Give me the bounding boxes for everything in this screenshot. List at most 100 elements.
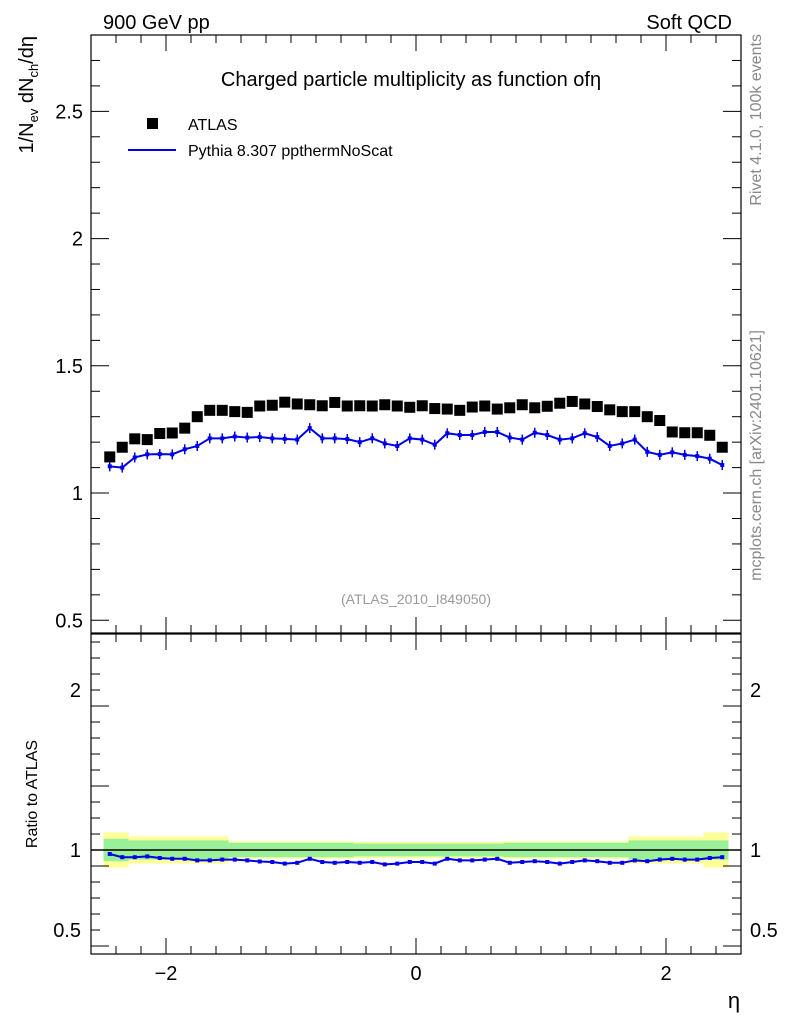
- ratio-point: [382, 862, 387, 867]
- mc-point: [395, 443, 400, 448]
- atlas-point: [391, 400, 403, 412]
- ratio-point: [595, 859, 600, 864]
- ratio-point: [157, 856, 162, 860]
- atlas-point: [404, 401, 416, 413]
- mc-point: [132, 455, 137, 460]
- mc-point: [445, 431, 450, 436]
- ratio-point: [645, 859, 650, 864]
- mc-point: [157, 452, 162, 457]
- mc-point: [507, 435, 512, 440]
- ratio-point: [507, 860, 512, 865]
- ratio-point: [245, 858, 250, 863]
- ratio-y-tick-label-left: 0.5: [53, 920, 81, 942]
- legend-atlas-label: ATLAS: [188, 117, 238, 134]
- main-title: Charged particle multiplicity as functio…: [221, 69, 601, 91]
- atlas-point: [254, 400, 266, 412]
- atlas-point: [691, 427, 703, 439]
- ratio-point: [295, 860, 300, 865]
- mc-point: [207, 436, 212, 441]
- ratio-point: [545, 860, 550, 864]
- ratio-y-tick-label-right: 1: [750, 840, 761, 862]
- atlas-point: [466, 401, 478, 413]
- main-y-tick-label: 2: [72, 229, 83, 251]
- rivet-label: Rivet 4.1.0, 100k events: [748, 34, 765, 206]
- atlas-point: [366, 400, 378, 412]
- mc-point: [607, 443, 612, 448]
- mc-point: [670, 450, 675, 455]
- atlas-point: [541, 400, 553, 412]
- atlas-point: [204, 404, 216, 416]
- ratio-point: [270, 860, 275, 864]
- atlas-point: [341, 400, 353, 412]
- mc-point: [570, 436, 575, 441]
- mc-point: [220, 436, 225, 441]
- mc-point: [232, 434, 237, 439]
- mc-point: [282, 436, 287, 441]
- header-left-label: 900 GeV pp: [103, 12, 210, 34]
- ratio-point: [607, 860, 612, 865]
- atlas-point: [666, 426, 678, 438]
- main-title-symbol: η: [590, 69, 601, 91]
- atlas-point: [604, 404, 616, 416]
- atlas-point: [441, 403, 453, 415]
- atlas-point: [179, 422, 191, 434]
- ratio-point: [582, 858, 587, 863]
- watermark: (ATLAS_2010_I849050): [341, 591, 491, 607]
- atlas-point: [141, 434, 153, 446]
- atlas-point: [241, 406, 253, 418]
- ratio-y-tick-label-right: 2: [750, 680, 761, 702]
- main-y-tick-label: 1.5: [55, 356, 83, 378]
- legend: ATLAS Pythia 8.307 ppthermNoScat: [128, 117, 393, 160]
- mc-point: [470, 433, 475, 438]
- atlas-point: [116, 441, 128, 453]
- atlas-point: [579, 398, 591, 410]
- ratio-y-tick-label-left: 1: [70, 840, 81, 862]
- mc-point: [382, 441, 387, 446]
- ratio-point: [232, 857, 237, 862]
- ratio-frame: [90, 633, 742, 955]
- mc-point: [707, 456, 712, 461]
- atlas-point: [429, 403, 441, 415]
- ratio-panel: 0.5 0.5 1 1 2 2 −2 0 2 Ratio to ATLAS η: [24, 633, 778, 1013]
- mc-point: [432, 442, 437, 447]
- main-y-tick-label: 0.5: [55, 610, 83, 632]
- ratio-point: [695, 857, 700, 862]
- atlas-point: [104, 451, 116, 463]
- ratio-point: [520, 860, 525, 864]
- ratio-point: [557, 861, 562, 866]
- ratio-point: [395, 861, 400, 866]
- ratio-point: [132, 855, 137, 860]
- atlas-point: [266, 399, 278, 411]
- mc-point: [620, 441, 625, 446]
- ratio-point: [495, 856, 500, 861]
- ratio-y-axis-label: Ratio to ATLAS: [24, 740, 41, 848]
- ratio-point: [682, 857, 687, 862]
- mc-point: [682, 452, 687, 457]
- atlas-point: [279, 396, 291, 408]
- atlas-point: [479, 400, 491, 412]
- ratio-point: [420, 860, 425, 864]
- mc-point: [270, 436, 275, 441]
- ratio-point: [632, 858, 637, 863]
- atlas-point: [354, 400, 366, 412]
- ratio-point: [457, 858, 462, 863]
- ratio-point: [220, 857, 225, 862]
- ratio-point: [532, 859, 537, 864]
- ratio-point: [307, 856, 312, 861]
- ratio-point: [570, 860, 575, 864]
- atlas-point: [416, 400, 428, 412]
- mc-point: [545, 433, 550, 438]
- ratio-point: [657, 857, 662, 862]
- atlas-point: [191, 411, 203, 423]
- atlas-point: [629, 406, 641, 418]
- mc-point: [520, 437, 525, 442]
- mc-point: [482, 429, 487, 434]
- atlas-point: [166, 427, 178, 439]
- ratio-point: [170, 856, 175, 861]
- ratio-series-line: [109, 853, 723, 866]
- atlas-point: [641, 411, 653, 423]
- ratio-point: [195, 858, 200, 863]
- atlas-point: [554, 397, 566, 409]
- ratio-point: [720, 855, 725, 860]
